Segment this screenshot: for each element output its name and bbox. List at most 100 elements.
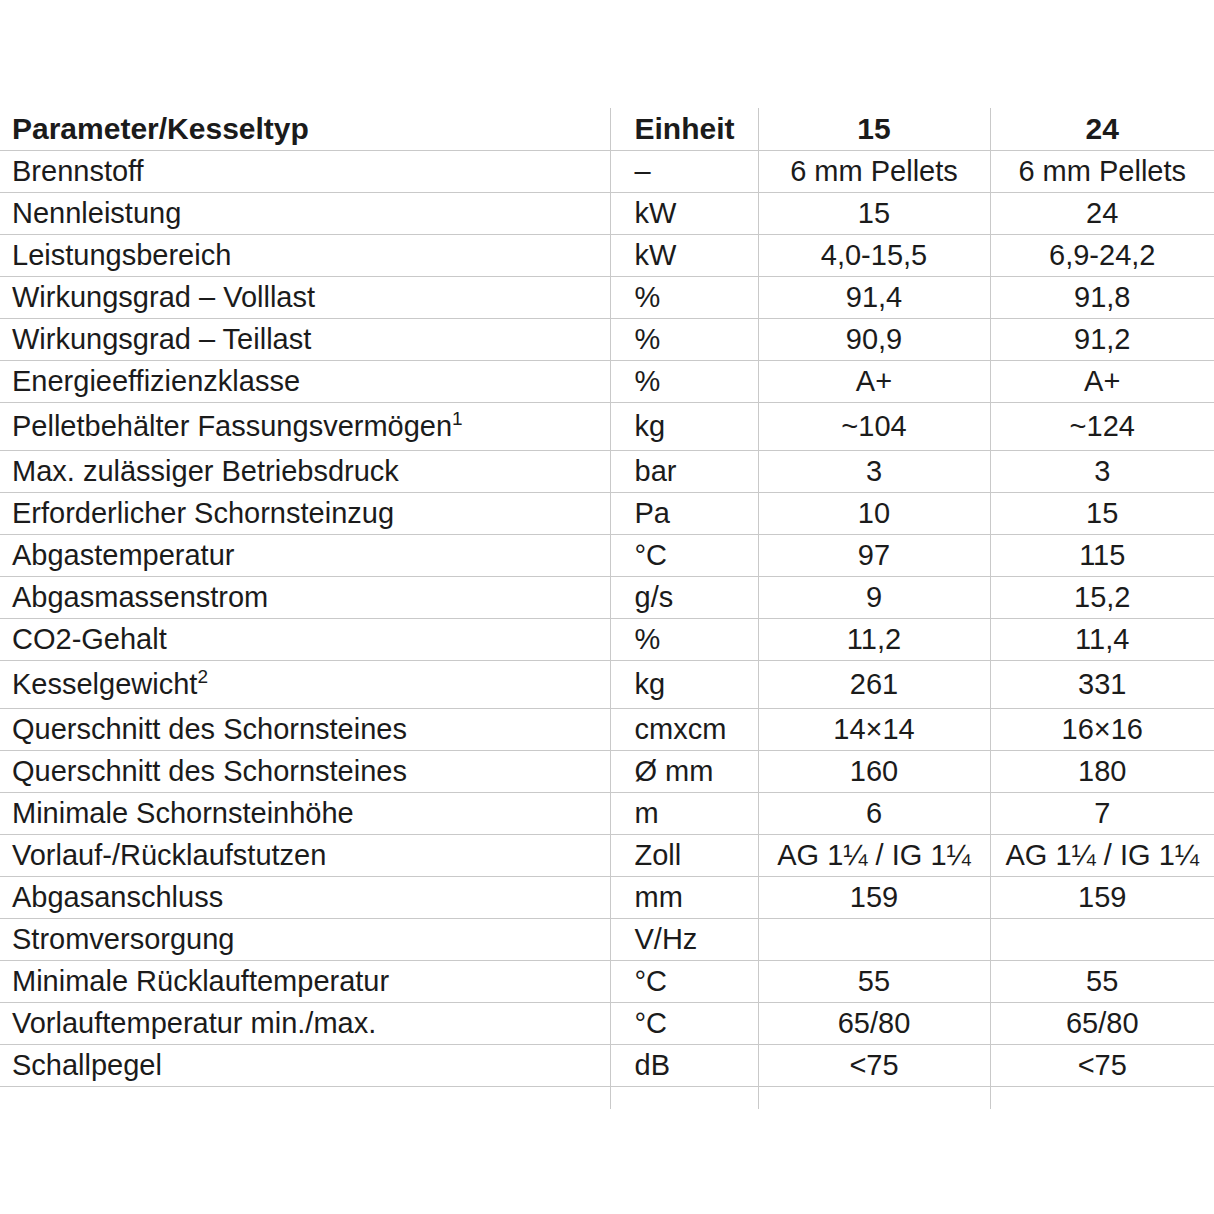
value-cell-24: 159 [990,876,1214,918]
unit-cell: kW [610,234,758,276]
table-row: Vorlauftemperatur min./max. °C 65/80 65/… [0,1002,1214,1044]
parameter-cell: Wirkungsgrad – Teillast [0,318,610,360]
unit-cell: % [610,318,758,360]
empty-cell [610,1086,758,1109]
value-cell-24: 24 [990,192,1214,234]
table-row: Minimale Schornsteinhöhe m 6 7 [0,792,1214,834]
value-cell-24: A+ [990,360,1214,402]
table-row: Energieeffizienzklasse % A+ A+ [0,360,1214,402]
value-cell-15: AG 1¼ / IG 1¼ [758,834,990,876]
parameter-label: Wirkungsgrad – Volllast [12,281,315,313]
value-cell-15: 159 [758,876,990,918]
table-row: Stromversorgung V/Hz [0,918,1214,960]
value-cell-24: 91,2 [990,318,1214,360]
footnote-marker: 1 [452,408,463,429]
parameter-cell: CO2-Gehalt [0,618,610,660]
parameter-cell: Brennstoff [0,150,610,192]
parameter-cell: Abgasmassenstrom [0,576,610,618]
table-row: Vorlauf-/Rücklaufstutzen Zoll AG 1¼ / IG… [0,834,1214,876]
value-cell-15: 11,2 [758,618,990,660]
parameter-label: Stromversorgung [12,923,234,955]
unit-cell: m [610,792,758,834]
value-cell-15: 6 mm Pellets [758,150,990,192]
value-cell-15: 90,9 [758,318,990,360]
unit-cell: dB [610,1044,758,1086]
table-row: Kesselgewicht2 kg 261 331 [0,660,1214,708]
parameter-label: Querschnitt des Schornsteines [12,713,407,745]
value-cell-24: <75 [990,1044,1214,1086]
parameter-cell: Wirkungsgrad – Volllast [0,276,610,318]
parameter-cell: Kesselgewicht2 [0,660,610,708]
footnote-marker: 2 [197,666,208,687]
unit-cell: % [610,360,758,402]
parameter-cell: Schallpegel [0,1044,610,1086]
parameter-label: Leistungsbereich [12,239,231,271]
empty-cell [758,1086,990,1109]
parameter-label: Max. zulässiger Betriebsdruck [12,455,399,487]
parameter-label: Abgasmassenstrom [12,581,268,613]
table-row: Erforderlicher Schornsteinzug Pa 10 15 [0,492,1214,534]
parameter-cell: Vorlauftemperatur min./max. [0,1002,610,1044]
parameter-label: CO2-Gehalt [12,623,167,655]
value-cell-24: 15,2 [990,576,1214,618]
parameter-cell: Vorlauf-/Rücklaufstutzen [0,834,610,876]
value-cell-15: 55 [758,960,990,1002]
value-cell-15: <75 [758,1044,990,1086]
unit-cell: kg [610,660,758,708]
value-cell-15: 91,4 [758,276,990,318]
value-cell-24: 180 [990,750,1214,792]
unit-cell: – [610,150,758,192]
parameter-label: Wirkungsgrad – Teillast [12,323,311,355]
header-parameter: Parameter/Kesseltyp [0,108,610,150]
unit-cell: Zoll [610,834,758,876]
table-row: Pelletbehälter Fassungsvermögen1 kg ~104… [0,402,1214,450]
empty-row [0,1086,1214,1109]
parameter-label: Minimale Rücklauftemperatur [12,965,389,997]
unit-cell: g/s [610,576,758,618]
boiler-spec-table: Parameter/Kesseltyp Einheit 15 24 Brenns… [0,108,1214,1109]
value-cell-24: 16×16 [990,708,1214,750]
table-row: Querschnitt des Schornsteines cmxcm 14×1… [0,708,1214,750]
value-cell-15: A+ [758,360,990,402]
unit-cell: V/Hz [610,918,758,960]
parameter-label: Kesselgewicht [12,668,197,700]
unit-cell: °C [610,534,758,576]
parameter-cell: Querschnitt des Schornsteines [0,708,610,750]
value-cell-24: 11,4 [990,618,1214,660]
table-row: Abgasmassenstrom g/s 9 15,2 [0,576,1214,618]
value-cell-24: 3 [990,450,1214,492]
value-cell-15: 14×14 [758,708,990,750]
parameter-cell: Abgasanschluss [0,876,610,918]
unit-cell: Ø mm [610,750,758,792]
table-row: Brennstoff – 6 mm Pellets 6 mm Pellets [0,150,1214,192]
value-cell-24: 7 [990,792,1214,834]
parameter-cell: Pelletbehälter Fassungsvermögen1 [0,402,610,450]
unit-cell: cmxcm [610,708,758,750]
unit-cell: kg [610,402,758,450]
unit-cell: Pa [610,492,758,534]
value-cell-24: 331 [990,660,1214,708]
table-row: Nennleistung kW 15 24 [0,192,1214,234]
table-row: Wirkungsgrad – Teillast % 90,9 91,2 [0,318,1214,360]
value-cell-15: 160 [758,750,990,792]
parameter-label: Minimale Schornsteinhöhe [12,797,354,829]
unit-cell: % [610,618,758,660]
parameter-label: Vorlauftemperatur min./max. [12,1007,376,1039]
unit-cell: kW [610,192,758,234]
value-cell-15 [758,918,990,960]
parameter-label: Pelletbehälter Fassungsvermögen [12,410,452,442]
value-cell-24: 6 mm Pellets [990,150,1214,192]
table-body: Brennstoff – 6 mm Pellets 6 mm Pellets N… [0,150,1214,1086]
value-cell-15: 261 [758,660,990,708]
value-cell-15: 97 [758,534,990,576]
parameter-label: Brennstoff [12,155,144,187]
header-unit: Einheit [610,108,758,150]
parameter-cell: Stromversorgung [0,918,610,960]
table-row: Abgastemperatur °C 97 115 [0,534,1214,576]
parameter-label: Querschnitt des Schornsteines [12,755,407,787]
value-cell-24: 6,9-24,2 [990,234,1214,276]
value-cell-15: 15 [758,192,990,234]
table-row: Max. zulässiger Betriebsdruck bar 3 3 [0,450,1214,492]
unit-cell: % [610,276,758,318]
value-cell-24: AG 1¼ / IG 1¼ [990,834,1214,876]
